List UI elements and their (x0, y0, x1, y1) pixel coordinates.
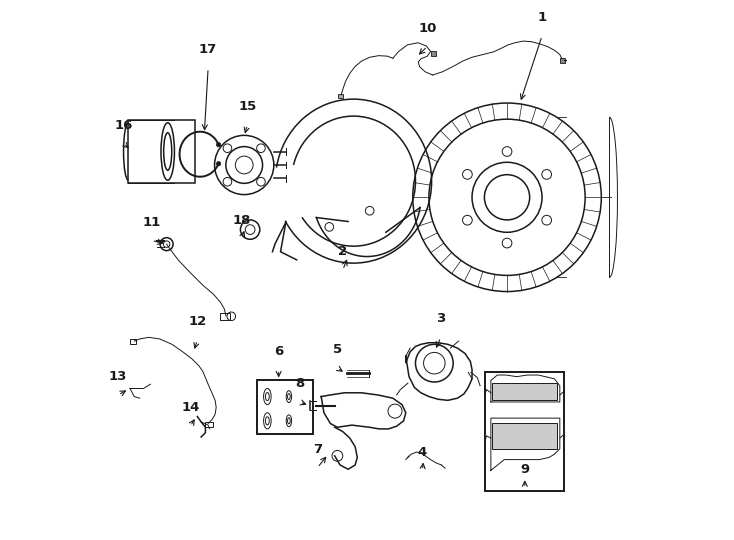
Text: 1: 1 (537, 11, 547, 24)
Bar (206, 422, 213, 427)
Text: 4: 4 (418, 446, 427, 458)
Bar (257, 380, 313, 434)
Bar (431, 51, 436, 56)
Text: 15: 15 (239, 100, 257, 113)
Bar (220, 313, 230, 320)
Bar (338, 94, 344, 98)
Text: 10: 10 (418, 22, 437, 35)
Text: 12: 12 (188, 315, 206, 328)
Circle shape (217, 161, 221, 166)
Text: 8: 8 (295, 377, 305, 390)
Bar (128, 120, 195, 183)
Bar (485, 373, 564, 491)
Text: 6: 6 (274, 345, 283, 358)
Text: 5: 5 (333, 343, 342, 356)
Text: 9: 9 (520, 463, 529, 476)
Text: 14: 14 (181, 401, 200, 414)
Text: 17: 17 (199, 43, 217, 56)
Text: 2: 2 (338, 245, 347, 258)
Bar (493, 383, 557, 400)
Text: 7: 7 (313, 443, 322, 456)
Bar (493, 423, 557, 449)
Circle shape (217, 143, 221, 147)
Text: 18: 18 (233, 214, 251, 227)
Bar (560, 58, 565, 63)
Bar (130, 340, 137, 344)
Text: 3: 3 (436, 313, 446, 326)
Text: 16: 16 (115, 119, 133, 132)
Text: 13: 13 (109, 370, 128, 383)
Text: 11: 11 (142, 215, 161, 228)
